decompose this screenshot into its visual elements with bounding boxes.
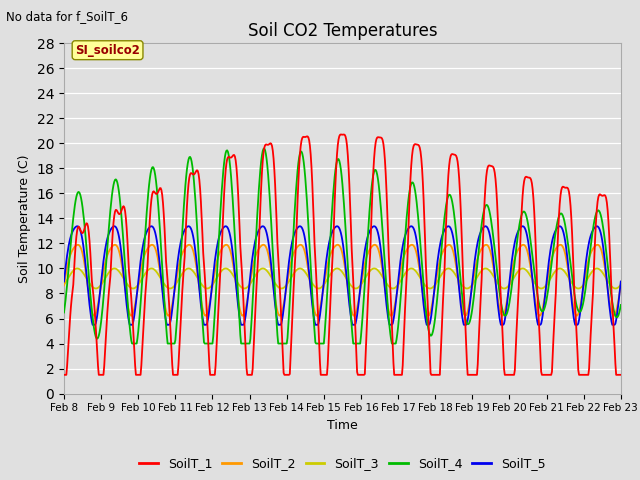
Text: No data for f_SoilT_6: No data for f_SoilT_6 bbox=[6, 10, 129, 23]
SoilT_5 bbox=[390, 317, 397, 323]
SoilT_1 bbox=[337, 132, 345, 137]
SoilT_3 bbox=[390, 286, 397, 291]
Line: SoilT_2: SoilT_2 bbox=[64, 245, 621, 316]
SoilT_1 bbox=[182, 218, 190, 224]
SoilT_2 bbox=[60, 282, 68, 288]
SoilT_3 bbox=[335, 266, 343, 272]
SoilT_5 bbox=[60, 279, 68, 285]
SoilT_4 bbox=[60, 310, 68, 315]
Line: SoilT_3: SoilT_3 bbox=[64, 268, 621, 288]
SoilT_2 bbox=[186, 242, 193, 248]
SoilT_4 bbox=[390, 341, 397, 347]
SoilT_3 bbox=[92, 286, 100, 291]
SoilT_4 bbox=[183, 167, 191, 172]
SoilT_3 bbox=[60, 282, 68, 288]
SoilT_1 bbox=[617, 372, 625, 378]
SoilT_1 bbox=[389, 340, 397, 346]
SoilT_5 bbox=[222, 223, 230, 229]
SoilT_3 bbox=[445, 265, 452, 271]
SoilT_5 bbox=[183, 224, 191, 230]
Legend: SoilT_1, SoilT_2, SoilT_3, SoilT_4, SoilT_5: SoilT_1, SoilT_2, SoilT_3, SoilT_4, Soil… bbox=[134, 453, 550, 475]
SoilT_5 bbox=[90, 322, 97, 328]
Title: Soil CO2 Temperatures: Soil CO2 Temperatures bbox=[248, 22, 437, 40]
Line: SoilT_1: SoilT_1 bbox=[64, 134, 621, 375]
SoilT_2 bbox=[90, 313, 98, 319]
SoilT_2 bbox=[183, 243, 191, 249]
SoilT_3 bbox=[184, 266, 191, 272]
X-axis label: Time: Time bbox=[327, 419, 358, 432]
SoilT_3 bbox=[568, 279, 575, 285]
SoilT_1 bbox=[566, 203, 574, 209]
SoilT_4 bbox=[445, 193, 452, 199]
SoilT_4 bbox=[335, 158, 343, 164]
SoilT_4 bbox=[128, 341, 136, 347]
SoilT_3 bbox=[208, 283, 216, 288]
SoilT_1 bbox=[334, 143, 342, 148]
SoilT_2 bbox=[568, 290, 575, 296]
SoilT_5 bbox=[445, 223, 452, 229]
SoilT_1 bbox=[206, 372, 214, 378]
SoilT_4 bbox=[260, 145, 268, 151]
Y-axis label: Soil Temperature (C): Soil Temperature (C) bbox=[18, 154, 31, 283]
SoilT_2 bbox=[335, 243, 343, 249]
SoilT_4 bbox=[617, 302, 625, 308]
SoilT_5 bbox=[617, 279, 625, 285]
SoilT_4 bbox=[207, 341, 215, 347]
SoilT_3 bbox=[74, 265, 81, 271]
SoilT_2 bbox=[208, 288, 216, 293]
Text: SI_soilco2: SI_soilco2 bbox=[75, 44, 140, 57]
SoilT_1 bbox=[444, 186, 451, 192]
SoilT_5 bbox=[207, 293, 215, 299]
SoilT_4 bbox=[568, 268, 575, 274]
SoilT_2 bbox=[617, 282, 625, 288]
SoilT_2 bbox=[445, 242, 452, 248]
Line: SoilT_5: SoilT_5 bbox=[64, 226, 621, 325]
SoilT_5 bbox=[568, 295, 575, 300]
SoilT_1 bbox=[60, 372, 68, 378]
SoilT_2 bbox=[390, 309, 397, 314]
Line: SoilT_4: SoilT_4 bbox=[64, 148, 621, 344]
SoilT_5 bbox=[335, 226, 343, 231]
SoilT_3 bbox=[617, 282, 625, 288]
